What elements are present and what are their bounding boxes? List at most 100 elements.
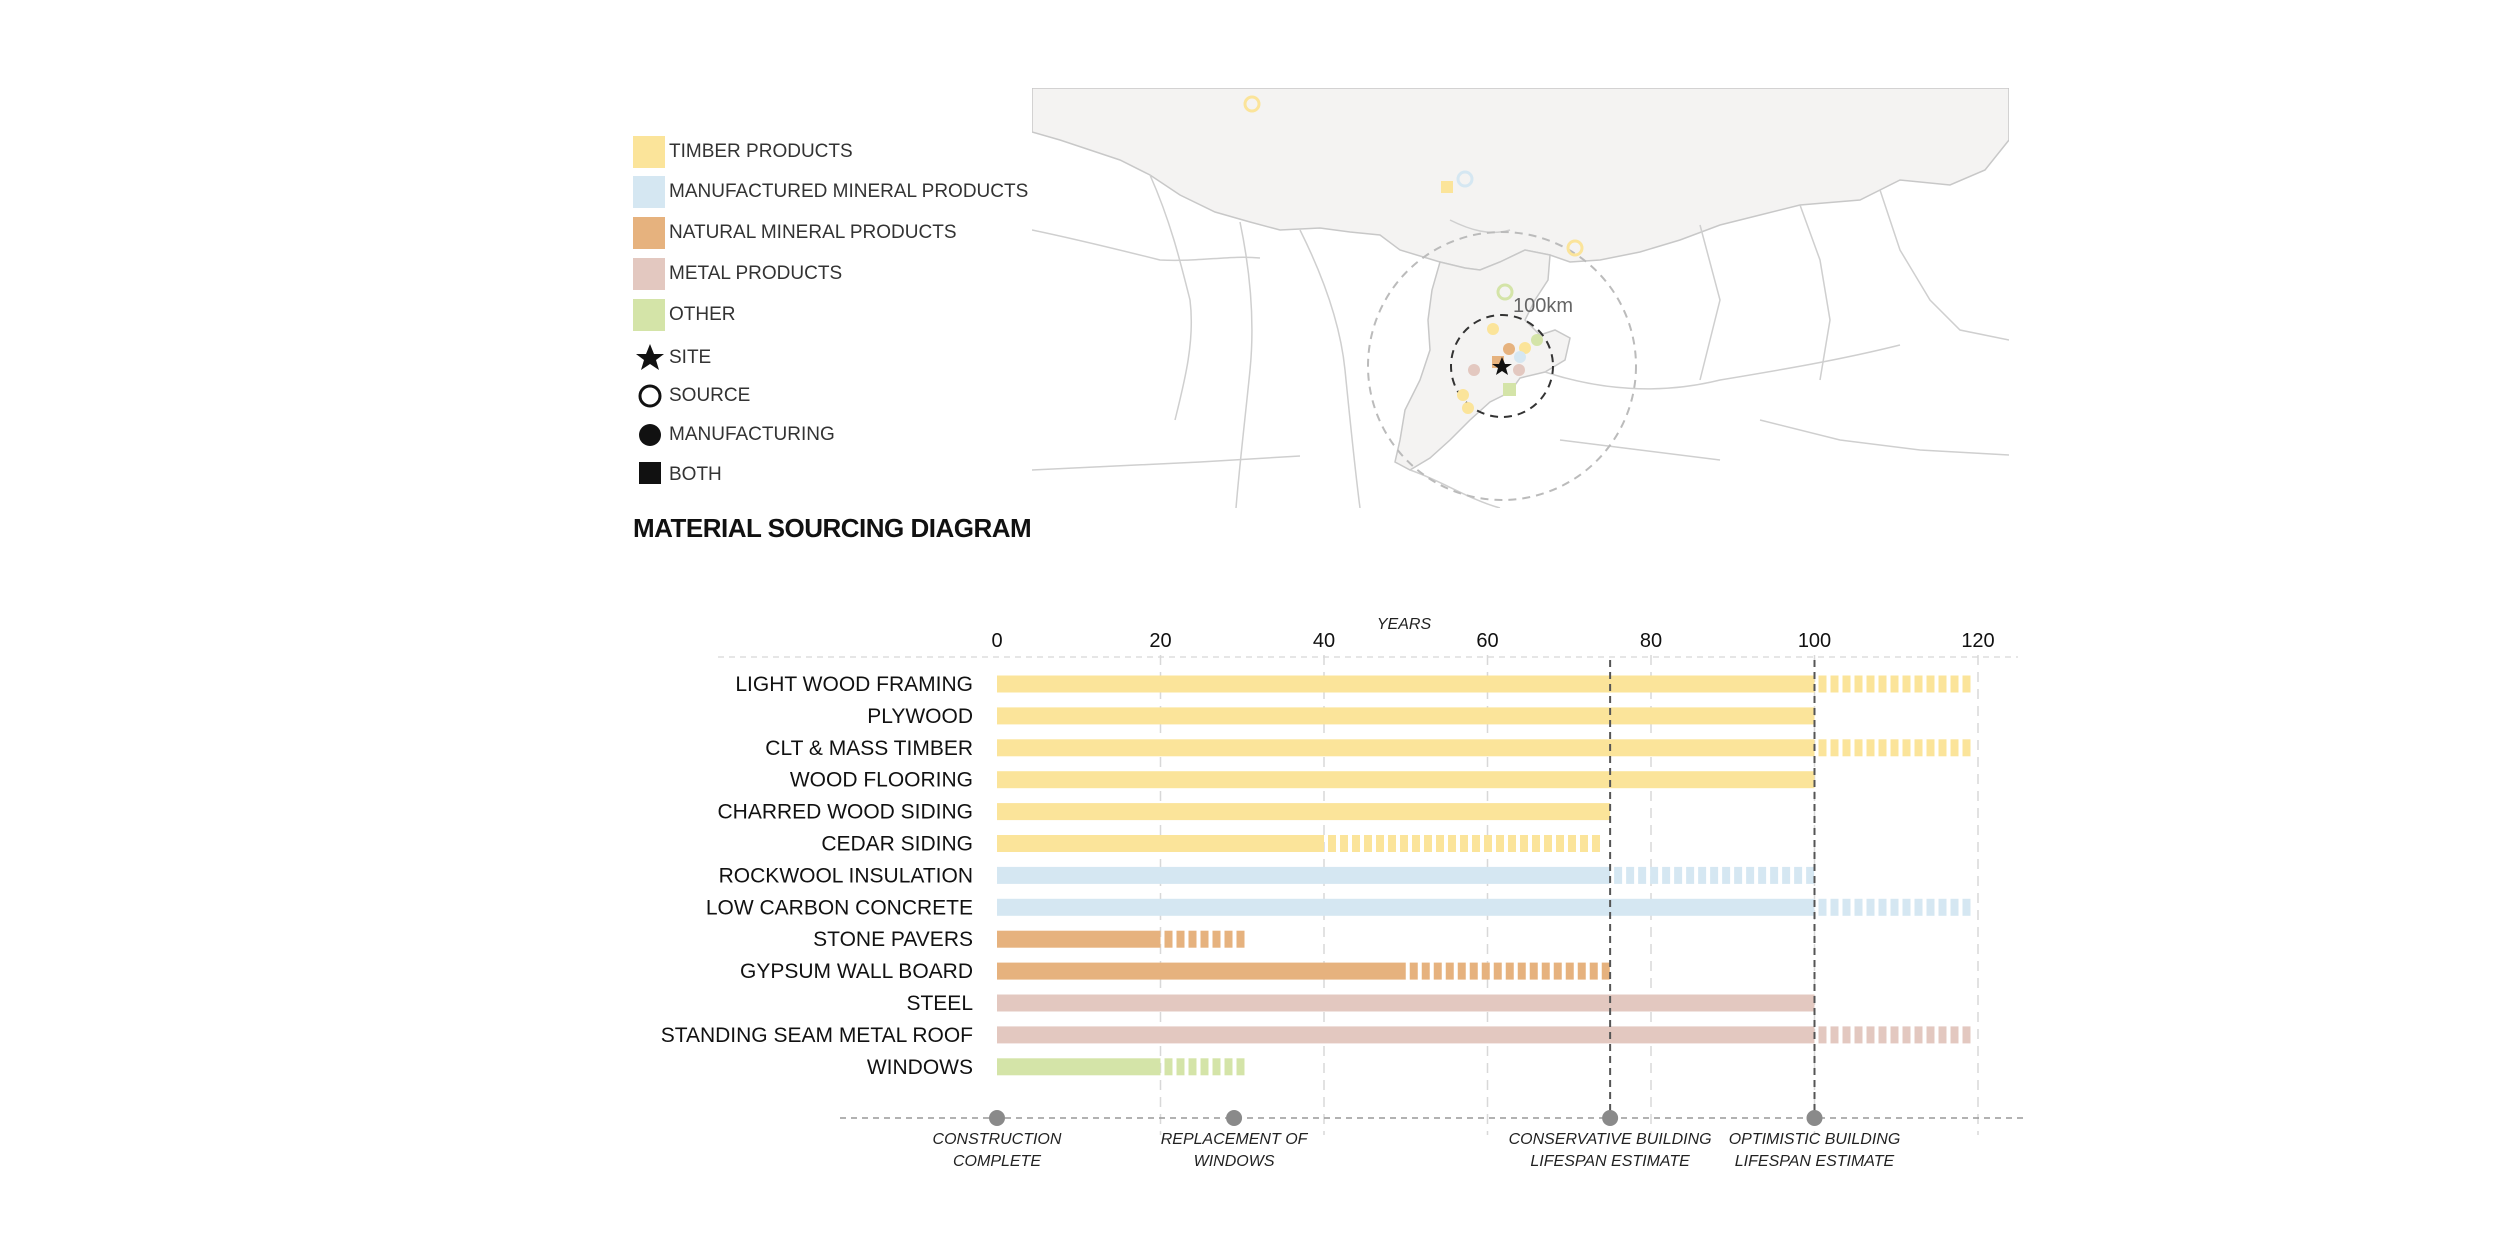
- bar-dash-segment: [1481, 962, 1490, 980]
- bar-dash-segment: [1164, 1058, 1173, 1076]
- bar-dash-segment: [1352, 835, 1360, 852]
- row-label: STEEL: [906, 992, 973, 1015]
- bar-dash-segment: [1436, 835, 1444, 852]
- bar-dash-segment: [1950, 1026, 1959, 1044]
- bar-dash-segment: [1830, 898, 1839, 916]
- x-tick-label: 80: [1640, 630, 1662, 652]
- legend-label-both: BOTH: [669, 464, 722, 485]
- bar-dash-segment: [1236, 1058, 1245, 1076]
- bar-dash-segment: [1568, 835, 1576, 852]
- bar-dash-segment: [1902, 675, 1911, 693]
- bar-dash-segment: [1914, 1026, 1923, 1044]
- row-label: CEDAR SIDING: [821, 833, 973, 856]
- bar-dash-segment: [1854, 1026, 1863, 1044]
- x-tick-label: 100: [1798, 630, 1831, 652]
- legend-label-other: OTHER: [669, 304, 736, 325]
- legend-swatch-manufactured-mineral: [633, 176, 665, 208]
- milestone-label: CONSERVATIVE BUILDING: [1509, 1131, 1712, 1148]
- bar-solid-12: [997, 1058, 1161, 1076]
- square-icon: [639, 462, 661, 484]
- bar-dash-segment: [1520, 835, 1528, 852]
- bar-dash-segment: [1902, 1026, 1911, 1044]
- manufacturing-marker: [1513, 364, 1525, 376]
- sourcing-map: 100km: [1032, 88, 2009, 508]
- milestone-label: LIFESPAN ESTIMATE: [1530, 1153, 1690, 1170]
- reference-lines: [1609, 660, 1816, 1115]
- bar-dash-segment: [1926, 898, 1935, 916]
- x-tick-label: 60: [1476, 630, 1498, 652]
- bar-dash-segment: [1529, 962, 1538, 980]
- row-label: WINDOWS: [867, 1056, 973, 1079]
- row-label: LIGHT WOOD FRAMING: [735, 673, 973, 696]
- bar-dash-segment: [1556, 835, 1564, 852]
- bar-solid-5: [997, 835, 1324, 852]
- bar-dashed-7: [1818, 898, 1971, 916]
- bar-dash-segment: [1662, 866, 1671, 884]
- bar-dashed-0: [1818, 675, 1971, 693]
- bar-dash-segment: [1589, 962, 1598, 980]
- legend-swatch-timber: [633, 136, 665, 168]
- bar-dash-segment: [1433, 962, 1442, 980]
- bar-dash-segment: [1818, 675, 1827, 693]
- bar-dash-segment: [1938, 675, 1947, 693]
- bar-dash-segment: [1878, 898, 1887, 916]
- row-label: ROCKWOOL INSULATION: [719, 864, 973, 887]
- legend-swatch-natural-mineral: [633, 217, 665, 249]
- milestone-label: COMPLETE: [953, 1153, 1041, 1170]
- bar-dash-segment: [1421, 962, 1430, 980]
- bar-dashed-12: [1164, 1058, 1245, 1076]
- radius-circle-inner: [1450, 314, 1554, 418]
- bar-dash-segment: [1866, 898, 1875, 916]
- bar-solid-10: [997, 994, 1815, 1012]
- legend-label-timber: TIMBER PRODUCTS: [669, 141, 853, 162]
- bar-dash-segment: [1674, 866, 1683, 884]
- legend-label-source: SOURCE: [669, 385, 750, 406]
- bar-dash-segment: [1698, 866, 1707, 884]
- milestone-marker: [989, 1110, 1005, 1126]
- legend-label-natural-mineral: NATURAL MINERAL PRODUCTS: [669, 222, 957, 243]
- bar-dash-segment: [1926, 1026, 1935, 1044]
- bar-dash-segment: [1926, 675, 1935, 693]
- dot-icon: [639, 424, 661, 446]
- bar-dashed-11: [1818, 1026, 1971, 1044]
- bar-dash-segment: [1710, 866, 1719, 884]
- radius-label: 100km: [1513, 295, 1573, 317]
- bar-dash-segment: [1224, 1058, 1233, 1076]
- bar-solid-6: [997, 866, 1611, 884]
- bar-dash-segment: [1445, 962, 1454, 980]
- bar-dash-segment: [1412, 835, 1420, 852]
- x-axis-ticks: 0 20 40 60 80 100 120: [991, 630, 1994, 652]
- bar-dash-segment: [1340, 835, 1348, 852]
- bar-dash-segment: [1493, 962, 1502, 980]
- bar-dash-segment: [1424, 835, 1432, 852]
- bar-dash-segment: [1388, 835, 1396, 852]
- bar-dash-segment: [1782, 866, 1791, 884]
- bar-dash-segment: [1626, 866, 1635, 884]
- bar-dashed-6: [1614, 866, 1815, 884]
- manufacturing-marker: [1462, 402, 1474, 414]
- manufacturing-marker: [1487, 323, 1499, 335]
- legend-label-site: SITE: [669, 347, 711, 368]
- manufacturing-marker: [1531, 334, 1543, 346]
- milestone-marker: [1226, 1110, 1243, 1126]
- bar-dash-segment: [1938, 898, 1947, 916]
- bar-dash-segment: [1376, 835, 1384, 852]
- bar-dash-segment: [1854, 898, 1863, 916]
- bar-solid-3: [997, 771, 1815, 789]
- bar-solid-0: [997, 675, 1815, 693]
- bar-dash-segment: [1532, 835, 1540, 852]
- bar-dash-segment: [1188, 1058, 1197, 1076]
- bar-dash-segment: [1890, 675, 1899, 693]
- bar-dash-segment: [1164, 930, 1173, 948]
- bar-solid-4: [997, 803, 1611, 821]
- bar-dash-segment: [1176, 930, 1185, 948]
- bar-dash-segment: [1878, 1026, 1887, 1044]
- bar-dash-segment: [1866, 739, 1875, 757]
- manufacturing-marker: [1519, 342, 1531, 354]
- milestone-label: OPTIMISTIC BUILDING: [1729, 1131, 1901, 1148]
- bar-dashed-2: [1818, 739, 1971, 757]
- bar-dash-segment: [1722, 866, 1731, 884]
- bar-dash-segment: [1212, 1058, 1221, 1076]
- row-label: CHARRED WOOD SIDING: [717, 801, 973, 824]
- source-marker: [1456, 170, 1474, 188]
